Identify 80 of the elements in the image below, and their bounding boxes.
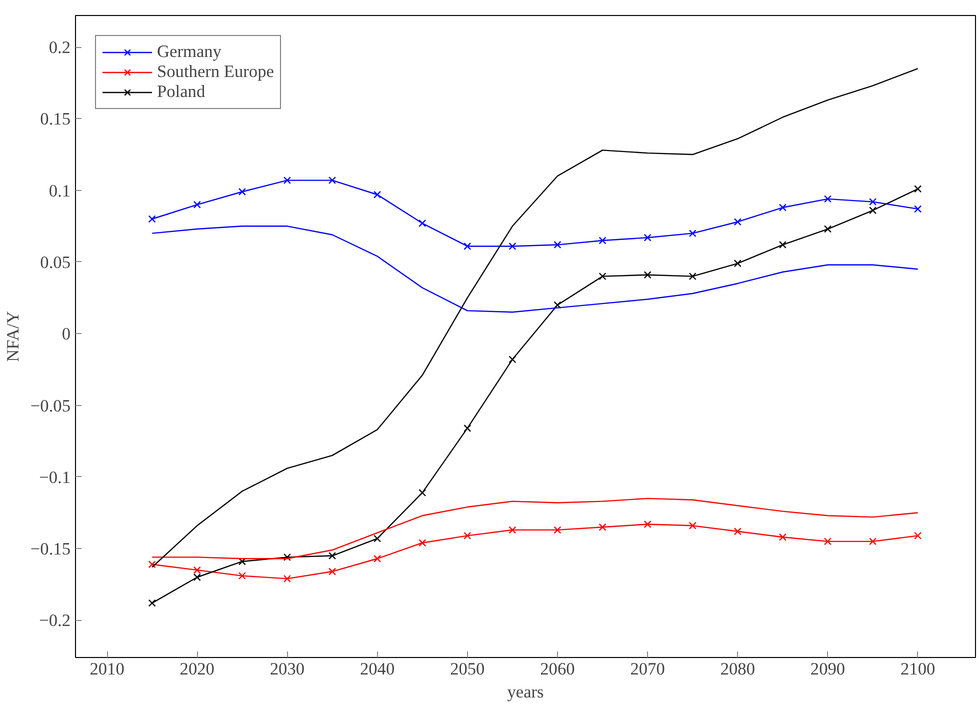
point bbox=[869, 538, 877, 546]
point bbox=[778, 533, 786, 541]
point bbox=[734, 260, 742, 268]
point bbox=[283, 553, 291, 561]
y-tick-label: −0.2 bbox=[39, 611, 71, 630]
point bbox=[598, 272, 606, 280]
point bbox=[644, 234, 652, 242]
point bbox=[328, 552, 336, 560]
point bbox=[328, 568, 336, 576]
point bbox=[824, 225, 832, 233]
y-tick-label: 0.05 bbox=[40, 252, 71, 272]
x-tick-label: 2100 bbox=[900, 660, 936, 678]
point bbox=[238, 572, 246, 580]
x-tick-label: 2070 bbox=[630, 660, 665, 678]
point bbox=[869, 198, 877, 206]
point bbox=[418, 539, 426, 547]
x-tick-label: 2090 bbox=[810, 660, 846, 678]
point bbox=[554, 241, 562, 249]
y-tick-label: −0.15 bbox=[30, 540, 71, 559]
point bbox=[734, 528, 742, 536]
line-series bbox=[151, 226, 918, 313]
point bbox=[734, 218, 742, 226]
point bbox=[778, 204, 786, 212]
point bbox=[554, 526, 562, 534]
point bbox=[374, 190, 382, 198]
point bbox=[914, 185, 922, 193]
y-tick-label: 0.1 bbox=[48, 181, 71, 200]
point bbox=[464, 532, 472, 540]
point bbox=[418, 220, 426, 228]
point bbox=[869, 206, 877, 214]
point bbox=[374, 534, 382, 542]
line-series bbox=[151, 498, 918, 560]
point bbox=[193, 573, 201, 582]
point bbox=[914, 205, 922, 213]
y-tick-label: −0.05 bbox=[30, 396, 71, 416]
point bbox=[148, 599, 156, 607]
point bbox=[778, 241, 786, 249]
point bbox=[374, 554, 382, 562]
y-axis-title: NFA/Y bbox=[3, 310, 22, 362]
legend-label: Southern Europe bbox=[157, 62, 274, 82]
point bbox=[688, 272, 696, 280]
point bbox=[148, 560, 156, 568]
x-tick-label: 2080 bbox=[720, 660, 755, 678]
y-tick-label: −0.1 bbox=[39, 468, 71, 487]
y-tick-label: 0.15 bbox=[40, 110, 71, 129]
y-tick-label: 0 bbox=[62, 324, 71, 344]
point bbox=[554, 301, 562, 309]
point bbox=[283, 574, 291, 582]
legend-label: Germany bbox=[157, 42, 222, 62]
point bbox=[148, 215, 156, 223]
point bbox=[508, 242, 516, 250]
x-tick-label: 2010 bbox=[90, 660, 124, 678]
x-tick-label: 2020 bbox=[180, 660, 214, 678]
x-axis-title: years bbox=[507, 682, 544, 702]
point bbox=[508, 526, 516, 534]
point bbox=[193, 200, 201, 208]
point bbox=[598, 236, 606, 244]
legend-label: Poland bbox=[157, 82, 206, 102]
point bbox=[328, 176, 336, 184]
point bbox=[824, 538, 832, 546]
y-tick-label: 0.2 bbox=[48, 38, 71, 58]
x-tick-label: 2060 bbox=[540, 660, 575, 678]
x-tick-label: 2040 bbox=[360, 660, 395, 678]
point bbox=[238, 558, 246, 566]
point bbox=[644, 271, 652, 279]
point bbox=[824, 195, 832, 203]
point bbox=[283, 176, 291, 184]
point bbox=[644, 520, 652, 528]
point bbox=[464, 242, 472, 250]
point bbox=[193, 566, 201, 574]
point bbox=[418, 488, 426, 496]
point bbox=[238, 188, 246, 196]
point bbox=[914, 532, 922, 540]
point bbox=[688, 230, 696, 238]
x-tick-label: 2030 bbox=[270, 660, 305, 678]
x-tick-label: 2050 bbox=[450, 660, 485, 678]
point bbox=[508, 356, 516, 364]
point bbox=[464, 424, 472, 432]
point bbox=[598, 523, 606, 531]
point bbox=[688, 522, 696, 530]
